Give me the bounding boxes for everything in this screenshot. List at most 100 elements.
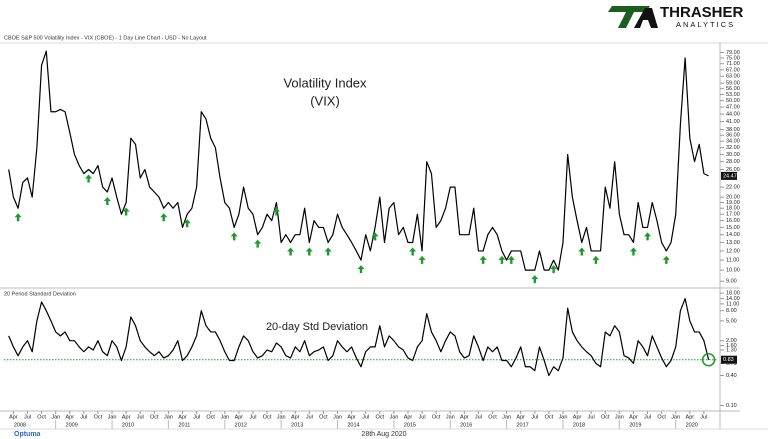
signal-arrow — [592, 255, 600, 264]
y-tick-label: 15.00 — [726, 225, 740, 231]
y-tick-label: 17.00 — [726, 212, 740, 218]
x-tick-label: Apr — [573, 414, 582, 420]
signal-arrow — [371, 232, 379, 241]
y-tick-label: 14.00 — [726, 232, 740, 238]
y-tick-label: 34.00 — [726, 139, 740, 145]
x-tick-label: Oct — [657, 414, 666, 420]
x-tick-label: Apr — [65, 414, 74, 420]
signal-arrow — [531, 275, 539, 284]
y-tick-label: 20.00 — [726, 195, 740, 201]
y-tick-label: 1.60 — [726, 343, 737, 349]
x-tick-label: Jul — [700, 414, 707, 420]
signal-arrow — [14, 213, 22, 222]
year-label: 2015 — [404, 422, 416, 428]
x-tick-label: Jan — [108, 414, 117, 420]
x-tick-label: Oct — [319, 414, 328, 420]
x-tick-label: Jan — [615, 414, 624, 420]
annotation: 20-day Std Deviation — [266, 321, 368, 333]
x-tick-label: Oct — [545, 414, 554, 420]
signal-arrow — [305, 247, 313, 256]
year-label: 2012 — [235, 422, 247, 428]
x-tick-label: Apr — [235, 414, 244, 420]
y-tick-label: 38.00 — [726, 127, 740, 133]
year-label: 2016 — [460, 422, 472, 428]
last-point-ring — [701, 352, 716, 367]
signal-arrow — [272, 207, 280, 216]
y-tick-label: 0.10 — [726, 403, 737, 409]
annotation: (VIX) — [310, 93, 340, 108]
signal-arrow — [324, 247, 332, 256]
signal-arrow — [662, 255, 670, 264]
y-tick-label: 36.00 — [726, 133, 740, 139]
y-tick-label: 18.00 — [726, 206, 740, 212]
y-tick-label: 9.00 — [726, 279, 737, 285]
signal-arrow — [357, 265, 365, 274]
last-value-box — [721, 355, 737, 364]
x-tick-label: Jul — [644, 414, 651, 420]
x-tick-label: Jul — [80, 414, 87, 420]
y-tick-label: 10.00 — [726, 268, 740, 274]
logo-icon — [608, 6, 650, 28]
y-tick-label: 0.40 — [726, 373, 737, 379]
x-tick-label: Oct — [601, 414, 610, 420]
x-tick-label: Jan — [389, 414, 398, 420]
x-tick-label: Jul — [531, 414, 538, 420]
x-tick-label: Apr — [347, 414, 356, 420]
y-tick-label: 19.00 — [726, 200, 740, 206]
signal-arrow — [183, 219, 191, 228]
x-tick-label: Apr — [122, 414, 131, 420]
series-line — [8, 298, 710, 377]
y-tick-label: 12.00 — [726, 248, 740, 254]
y-tick-label: 67.00 — [726, 67, 740, 73]
signal-arrow — [287, 247, 295, 256]
y-tick-label: 59.00 — [726, 81, 740, 87]
x-tick-label: Apr — [460, 414, 469, 420]
y-tick-label: 63.00 — [726, 74, 740, 80]
y-tick-label: 0.70 — [726, 361, 737, 367]
y-tick-label: 22.00 — [726, 185, 740, 191]
signal-arrow — [507, 255, 515, 264]
x-tick-label: Oct — [488, 414, 497, 420]
logo: THRASHER ANALYTICS — [608, 4, 744, 29]
x-tick-label: Jan — [333, 414, 342, 420]
chart-title: CBOE S&P 500 Volatility Index - VIX (CBO… — [4, 35, 207, 41]
y-tick-label: 56.00 — [726, 86, 740, 92]
y-tick-label: 16.00 — [726, 218, 740, 224]
x-tick-label: Apr — [291, 414, 300, 420]
x-tick-label: Jul — [419, 414, 426, 420]
signal-arrow — [644, 232, 652, 241]
y-tick-label: 41.00 — [726, 119, 740, 125]
x-tick-label: Jan — [446, 414, 455, 420]
year-label: 2009 — [66, 422, 78, 428]
signal-arrow — [160, 213, 168, 222]
year-label: 2011 — [178, 422, 190, 428]
y-tick-label: 11.00 — [726, 301, 739, 307]
y-tick-label: 13.00 — [726, 240, 740, 246]
pane-label: 20 Period Standard Deviation — [4, 291, 76, 297]
signal-arrow — [498, 255, 506, 264]
signal-arrow — [103, 196, 111, 205]
y-tick-label: 1.30 — [726, 347, 737, 353]
last-value-label: 24.47 — [723, 173, 737, 179]
brand-name: THRASHER — [660, 4, 744, 21]
footer-date: 28th Aug 2020 — [361, 431, 406, 438]
x-tick-label: Oct — [150, 414, 159, 420]
x-tick-label: Jan — [502, 414, 511, 420]
y-tick-label: 30.00 — [726, 152, 740, 158]
series-line — [8, 50, 709, 271]
x-tick-label: Apr — [9, 414, 18, 420]
x-tick-label: Jul — [137, 414, 144, 420]
signal-arrow — [629, 247, 637, 256]
signal-arrow — [409, 247, 417, 256]
x-tick-label: Jul — [306, 414, 313, 420]
x-tick-label: Apr — [516, 414, 525, 420]
year-label: 2010 — [122, 422, 134, 428]
signal-arrow — [418, 255, 426, 264]
signal-arrow — [122, 207, 130, 216]
x-tick-label: Jan — [51, 414, 60, 420]
x-tick-label: Oct — [94, 414, 103, 420]
x-tick-label: Oct — [263, 414, 272, 420]
y-tick-label: 79.00 — [726, 50, 740, 56]
x-tick-label: Oct — [37, 414, 46, 420]
